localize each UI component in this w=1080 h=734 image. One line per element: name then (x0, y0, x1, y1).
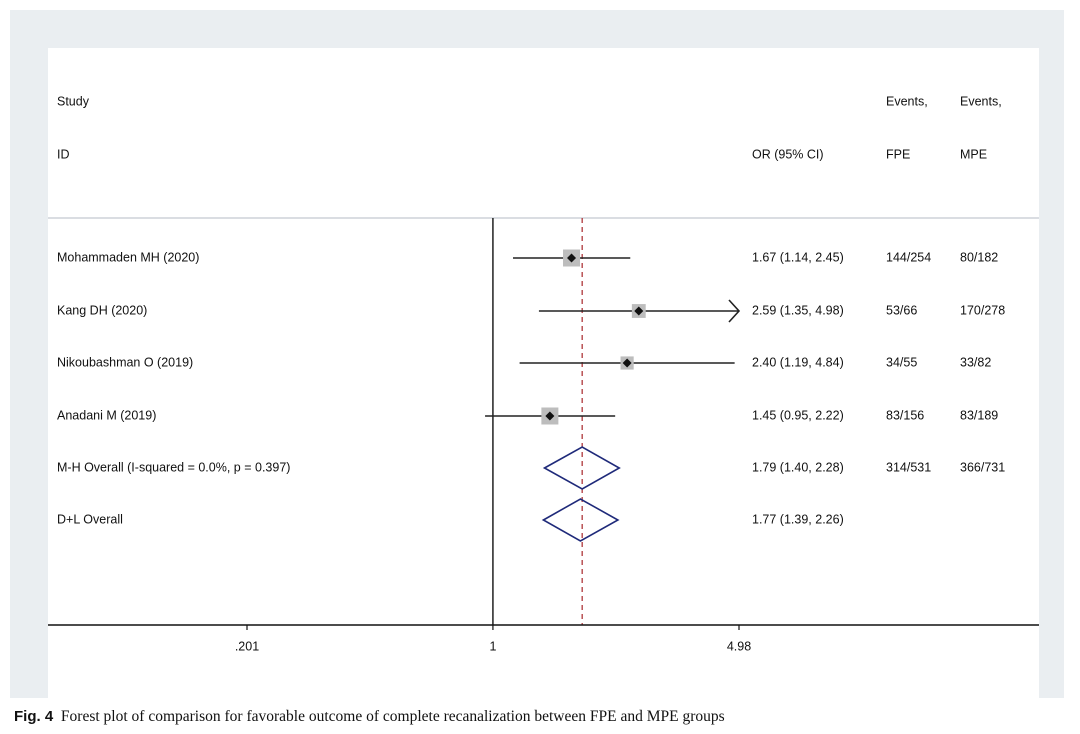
study-mpe: 80/182 (960, 250, 998, 264)
overall-diamond (542, 446, 621, 490)
study-fpe: 83/156 (886, 408, 924, 422)
study-mpe: 83/189 (960, 408, 998, 422)
study-fpe: 53/66 (886, 303, 917, 317)
point-estimate (634, 306, 644, 316)
x-tick-label: 4.98 (727, 639, 751, 653)
header-events-mpe: Events, (960, 94, 1002, 108)
point-estimate (567, 253, 577, 263)
x-tick-label: 1 (489, 639, 496, 653)
study-fpe: 144/254 (886, 250, 931, 264)
point-estimate (545, 411, 555, 421)
overall-fpe: 314/531 (886, 460, 931, 474)
study-or: 2.40 (1.19, 4.84) (752, 355, 844, 369)
header-id: ID (57, 147, 70, 161)
x-tick-label: .201 (235, 639, 259, 653)
overall-label: M-H Overall (I-squared = 0.0%, p = 0.397… (57, 460, 290, 474)
overall-diamond (541, 498, 620, 542)
header-or: OR (95% CI) (752, 147, 824, 161)
study-mpe: 170/278 (960, 303, 1005, 317)
caption-text: Forest plot of comparison for favorable … (60, 708, 725, 725)
overall-or: 1.77 (1.39, 2.26) (752, 512, 844, 526)
header-fpe: FPE (886, 147, 910, 161)
study-label: Mohammaden MH (2020) (57, 250, 199, 264)
study-label: Nikoubashman O (2019) (57, 355, 193, 369)
overall-mpe: 366/731 (960, 460, 1005, 474)
study-label: Anadani M (2019) (57, 408, 156, 422)
header-study: Study (57, 94, 90, 108)
plot-panel (48, 48, 1039, 698)
point-estimate (622, 358, 632, 368)
study-label: Kang DH (2020) (57, 303, 147, 317)
study-or: 1.45 (0.95, 2.22) (752, 408, 844, 422)
caption-label: Fig. 4 (14, 708, 54, 725)
study-fpe: 34/55 (886, 355, 917, 369)
overall-label: D+L Overall (57, 512, 123, 526)
study-mpe: 33/82 (960, 355, 991, 369)
overall-or: 1.79 (1.40, 2.28) (752, 460, 844, 474)
study-or: 2.59 (1.35, 4.98) (752, 303, 844, 317)
header-mpe: MPE (960, 147, 987, 161)
figure-caption: Fig. 4 Forest plot of comparison for fav… (14, 708, 725, 726)
study-or: 1.67 (1.14, 2.45) (752, 250, 844, 264)
ci-arrow (728, 299, 741, 323)
header-events-fpe: Events, (886, 94, 928, 108)
